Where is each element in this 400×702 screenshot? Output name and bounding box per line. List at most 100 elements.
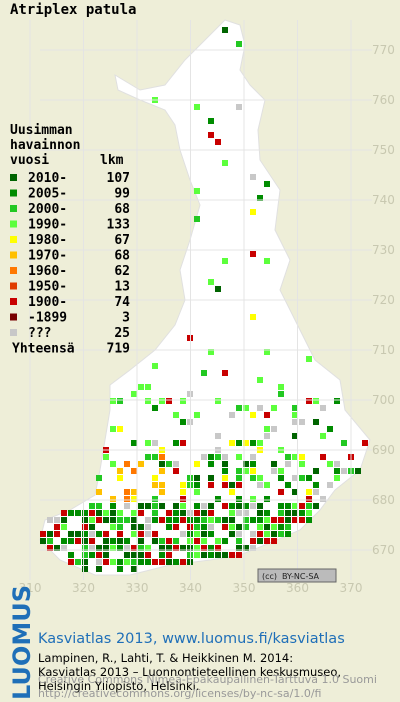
observation-square bbox=[201, 517, 207, 523]
observation-square bbox=[152, 363, 158, 369]
observation-square bbox=[103, 538, 109, 544]
observation-square bbox=[257, 482, 263, 488]
observation-square bbox=[110, 496, 116, 502]
license-0: Creative Commons Nimeä-Epäkaupallinen-Ta… bbox=[38, 673, 377, 686]
observation-square bbox=[138, 461, 144, 467]
observation-square bbox=[131, 566, 137, 572]
observation-square bbox=[208, 279, 214, 285]
observation-square bbox=[292, 405, 298, 411]
observation-square bbox=[68, 552, 74, 558]
observation-square bbox=[173, 559, 179, 565]
observation-square bbox=[257, 377, 263, 383]
observation-square bbox=[250, 251, 256, 257]
observation-square bbox=[117, 468, 123, 474]
observation-square bbox=[243, 405, 249, 411]
observation-square bbox=[250, 538, 256, 544]
legend-count: 13 bbox=[114, 280, 130, 295]
observation-square bbox=[166, 552, 172, 558]
observation-square bbox=[180, 559, 186, 565]
observation-square bbox=[250, 545, 256, 551]
observation-square bbox=[117, 517, 123, 523]
observation-square bbox=[131, 545, 137, 551]
observation-square bbox=[355, 468, 361, 474]
observation-square bbox=[96, 510, 102, 516]
observation-square bbox=[278, 517, 284, 523]
observation-square bbox=[215, 433, 221, 439]
observation-square bbox=[229, 552, 235, 558]
observation-square bbox=[320, 433, 326, 439]
observation-square bbox=[292, 419, 298, 425]
observation-square bbox=[47, 517, 53, 523]
observation-square bbox=[327, 426, 333, 432]
observation-square bbox=[89, 545, 95, 551]
observation-square bbox=[82, 538, 88, 544]
east-label: 350 bbox=[233, 581, 256, 595]
observation-square bbox=[257, 475, 263, 481]
observation-square bbox=[117, 398, 123, 404]
observation-square bbox=[208, 524, 214, 530]
observation-square bbox=[215, 552, 221, 558]
observation-square bbox=[313, 503, 319, 509]
observation-square bbox=[278, 391, 284, 397]
observation-square bbox=[271, 461, 277, 467]
observation-square bbox=[131, 531, 137, 537]
observation-square bbox=[299, 461, 305, 467]
observation-square bbox=[250, 314, 256, 320]
observation-square bbox=[278, 468, 284, 474]
observation-square bbox=[257, 503, 263, 509]
observation-square bbox=[285, 461, 291, 467]
observation-square bbox=[222, 517, 228, 523]
observation-square bbox=[117, 531, 123, 537]
observation-square bbox=[110, 524, 116, 530]
observation-square bbox=[138, 531, 144, 537]
observation-square bbox=[250, 517, 256, 523]
observation-square bbox=[152, 517, 158, 523]
observation-square bbox=[208, 545, 214, 551]
observation-square bbox=[222, 454, 228, 460]
observation-square bbox=[145, 454, 151, 460]
observation-square bbox=[124, 517, 130, 523]
observation-square bbox=[124, 461, 130, 467]
observation-square bbox=[82, 524, 88, 530]
observation-square bbox=[110, 510, 116, 516]
observation-square bbox=[124, 489, 130, 495]
observation-square bbox=[152, 440, 158, 446]
observation-square bbox=[152, 559, 158, 565]
observation-square bbox=[201, 552, 207, 558]
legend-swatch bbox=[10, 267, 17, 274]
observation-square bbox=[222, 258, 228, 264]
legend-count: 107 bbox=[107, 171, 130, 186]
observation-square bbox=[145, 384, 151, 390]
north-label: 730 bbox=[372, 243, 395, 257]
observation-square bbox=[292, 433, 298, 439]
observation-square bbox=[152, 510, 158, 516]
observation-square bbox=[194, 475, 200, 481]
legend-swatch bbox=[10, 220, 17, 228]
observation-square bbox=[173, 510, 179, 516]
observation-square bbox=[236, 524, 242, 530]
observation-square bbox=[96, 489, 102, 495]
observation-square bbox=[222, 370, 228, 376]
observation-square bbox=[159, 454, 165, 460]
observation-square bbox=[236, 538, 242, 544]
east-label: 330 bbox=[126, 581, 149, 595]
observation-square bbox=[257, 405, 263, 411]
observation-square bbox=[334, 461, 340, 467]
observation-square bbox=[103, 531, 109, 537]
observation-square bbox=[208, 454, 214, 460]
observation-square bbox=[61, 524, 67, 530]
observation-square bbox=[320, 405, 326, 411]
observation-square bbox=[138, 503, 144, 509]
observation-square bbox=[173, 524, 179, 530]
observation-square bbox=[138, 524, 144, 530]
observation-squares bbox=[40, 27, 368, 572]
observation-square bbox=[208, 503, 214, 509]
observation-square bbox=[306, 489, 312, 495]
observation-square bbox=[194, 412, 200, 418]
observation-square bbox=[96, 566, 102, 572]
observation-square bbox=[117, 524, 123, 530]
observation-square bbox=[75, 538, 81, 544]
observation-square bbox=[292, 475, 298, 481]
observation-square bbox=[145, 440, 151, 446]
